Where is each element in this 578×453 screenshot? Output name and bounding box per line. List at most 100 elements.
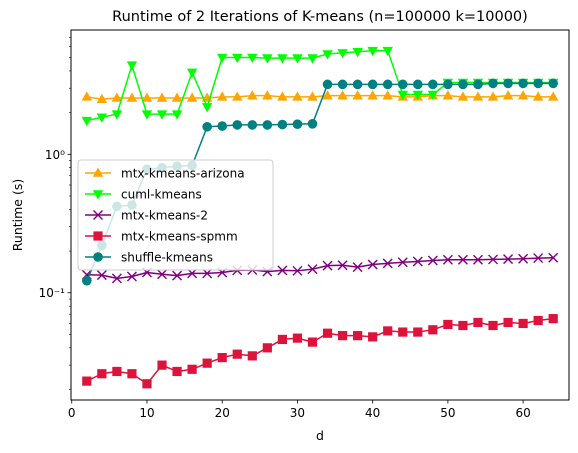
data-point bbox=[337, 90, 348, 100]
axis-ticks: 0 10 20 30 40 50 60 10⁻¹ 10⁰ bbox=[39, 36, 531, 420]
data-point bbox=[518, 318, 528, 329]
data-point bbox=[217, 353, 227, 363]
data-point bbox=[488, 320, 498, 331]
data-point bbox=[427, 255, 438, 266]
data-point bbox=[503, 254, 514, 265]
data-point bbox=[277, 265, 288, 276]
data-point bbox=[127, 369, 137, 379]
data-point bbox=[247, 351, 257, 361]
data-point bbox=[126, 92, 138, 102]
chart-title: Runtime of 2 Iterations of K-means (n=10… bbox=[112, 9, 528, 25]
data-point bbox=[488, 254, 499, 265]
data-point bbox=[443, 319, 453, 330]
data-point bbox=[382, 46, 393, 57]
y-axis-label: Runtime (s) bbox=[10, 179, 25, 251]
data-point bbox=[548, 91, 559, 101]
data-point bbox=[518, 253, 529, 264]
data-point bbox=[337, 331, 348, 341]
data-point bbox=[96, 113, 108, 123]
data-point bbox=[292, 265, 303, 276]
data-point bbox=[186, 68, 198, 78]
data-point bbox=[111, 110, 123, 120]
data-point bbox=[171, 110, 183, 120]
data-point bbox=[156, 92, 168, 102]
data-point bbox=[533, 78, 543, 89]
data-point bbox=[472, 91, 484, 101]
data-point bbox=[217, 91, 228, 101]
data-point bbox=[533, 253, 544, 264]
data-point bbox=[428, 325, 438, 335]
data-point bbox=[548, 78, 559, 89]
data-point bbox=[81, 116, 92, 127]
data-point bbox=[473, 317, 483, 328]
data-point bbox=[232, 91, 243, 101]
data-point bbox=[412, 90, 423, 101]
data-point bbox=[142, 379, 152, 389]
data-point bbox=[307, 91, 318, 101]
data-point bbox=[322, 260, 333, 271]
data-point bbox=[202, 358, 212, 368]
data-point bbox=[518, 78, 528, 89]
data-point bbox=[217, 121, 228, 131]
data-point bbox=[548, 252, 559, 263]
legend-label: shuffle-kmeans bbox=[121, 251, 213, 265]
data-point bbox=[503, 78, 513, 89]
data-point bbox=[502, 90, 514, 100]
data-point bbox=[156, 110, 168, 120]
data-point bbox=[412, 256, 423, 267]
data-point bbox=[337, 79, 348, 90]
data-point bbox=[397, 257, 408, 268]
data-point bbox=[458, 79, 468, 90]
data-point bbox=[307, 119, 318, 129]
y-tick-label: 10⁰ bbox=[45, 148, 65, 162]
legend-box bbox=[77, 159, 274, 271]
data-point bbox=[171, 92, 183, 102]
data-point bbox=[413, 327, 423, 337]
data-point bbox=[412, 79, 423, 90]
data-point bbox=[457, 91, 469, 101]
data-point bbox=[262, 343, 272, 353]
legend-marker bbox=[92, 167, 104, 177]
data-point bbox=[111, 92, 123, 102]
data-point bbox=[262, 120, 273, 130]
data-point bbox=[442, 90, 454, 100]
data-point bbox=[427, 90, 439, 101]
data-point bbox=[322, 328, 333, 338]
data-point bbox=[232, 349, 242, 359]
data-point bbox=[81, 91, 92, 101]
data-point bbox=[277, 91, 288, 101]
legend-item: mtx-kmeans-arizona bbox=[85, 167, 245, 181]
data-point bbox=[397, 90, 408, 101]
data-point bbox=[367, 46, 378, 57]
data-point bbox=[352, 79, 363, 90]
data-point bbox=[307, 54, 318, 64]
legend-label: mtx-kmeans-2 bbox=[121, 209, 208, 223]
plot-frame bbox=[70, 29, 570, 401]
data-point bbox=[97, 369, 107, 379]
data-point bbox=[292, 333, 303, 343]
data-point bbox=[262, 90, 273, 100]
data-point bbox=[141, 110, 153, 120]
data-point bbox=[247, 120, 258, 130]
data-point bbox=[126, 271, 137, 282]
data-point bbox=[382, 79, 393, 90]
data-point bbox=[367, 79, 378, 90]
legend-marker bbox=[93, 231, 103, 241]
legend-item: mtx-kmeans-spmm bbox=[85, 230, 238, 244]
data-point bbox=[428, 79, 438, 90]
data-point bbox=[187, 364, 197, 374]
legend-item: cuml-kmeans bbox=[85, 188, 202, 202]
data-point bbox=[157, 360, 167, 370]
data-point bbox=[277, 334, 287, 345]
data-point bbox=[337, 49, 348, 59]
data-point bbox=[398, 327, 408, 337]
data-point bbox=[172, 366, 182, 377]
data-point bbox=[157, 269, 168, 280]
x-tick-label: 40 bbox=[365, 406, 380, 420]
series-mtx-kmeans-spmm bbox=[82, 314, 558, 389]
data-point bbox=[232, 120, 243, 130]
data-point bbox=[247, 90, 258, 100]
data-point bbox=[307, 264, 318, 275]
data-point bbox=[322, 79, 333, 90]
x-tick-label: 30 bbox=[290, 406, 305, 420]
